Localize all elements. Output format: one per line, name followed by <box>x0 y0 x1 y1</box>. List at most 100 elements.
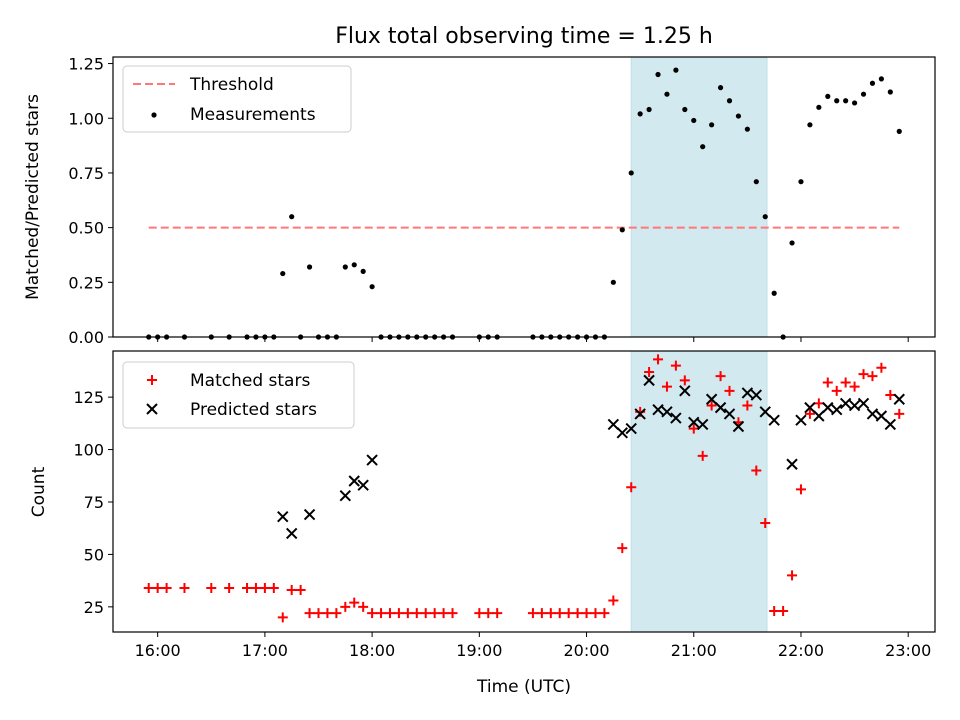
predicted-stars-point <box>714 401 727 414</box>
matched-stars-point <box>259 582 270 593</box>
x-tick-label: 20:00 <box>563 641 609 660</box>
matched-stars-point <box>527 608 538 619</box>
y-tick-label: 100 <box>73 441 104 460</box>
x-tick-label: 17:00 <box>242 641 288 660</box>
matched-stars-point <box>608 595 619 606</box>
matched-stars-point <box>751 465 762 476</box>
matched-stars-point <box>778 606 789 617</box>
x-tick-label: 16:00 <box>135 641 181 660</box>
matched-stars-point <box>295 585 306 596</box>
matched-stars-point <box>492 608 503 619</box>
matched-stars-point <box>322 608 333 619</box>
measurements-point <box>851 100 858 106</box>
matched-stars-point <box>545 608 556 619</box>
matched-stars-point <box>769 606 780 617</box>
predicted-stars-point <box>866 408 879 420</box>
matched-stars-point <box>447 608 458 619</box>
matched-stars-point <box>331 608 342 619</box>
measurements-point <box>673 67 679 73</box>
matched-stars-point <box>795 484 806 495</box>
top-x-ticks <box>157 337 909 342</box>
matched-stars-point <box>572 608 583 619</box>
legend-threshold-label: Threshold <box>189 75 274 95</box>
legend-matched-swatch <box>147 375 157 385</box>
measurements-point <box>289 214 295 220</box>
measurements-point <box>834 98 840 104</box>
measurements-point <box>816 104 822 110</box>
matched-stars-point <box>268 582 279 593</box>
top-highlight-span <box>630 56 768 338</box>
matched-stars-point <box>474 608 485 619</box>
matched-stars-point <box>670 360 681 371</box>
matched-stars-point <box>563 608 574 619</box>
bottom-panel: 25 50 75 100 125 16:00 17:00 18:00 19:00 20:00 21… <box>29 350 936 697</box>
predicted-stars-point <box>688 416 700 429</box>
matched-stars-point <box>286 585 297 596</box>
measurements-point <box>709 122 715 128</box>
y-tick-label: 75 <box>84 493 104 512</box>
matched-stars-point <box>724 385 735 396</box>
measurements-point <box>789 240 795 246</box>
measurements-point <box>798 179 804 185</box>
predicted-stars-point <box>822 401 834 414</box>
measurements-point <box>771 290 777 296</box>
x-tick-label: 21:00 <box>671 641 717 660</box>
y-tick-label: 50 <box>84 545 104 564</box>
matched-stars-point <box>313 608 324 619</box>
top-plot-frame <box>112 56 936 338</box>
measurements-point <box>610 279 616 285</box>
matched-stars-point <box>358 601 369 612</box>
matched-stars-point <box>179 582 190 593</box>
matched-stars-point <box>858 369 869 380</box>
y-tick-label: 0.50 <box>68 219 104 238</box>
predicted-stars-point <box>625 422 637 435</box>
y-tick-label: 0.00 <box>68 328 104 347</box>
matched-stars-point <box>250 582 261 593</box>
top-legend-frame <box>122 65 352 133</box>
measurements-point <box>878 76 884 82</box>
matched-stars-point <box>840 377 851 388</box>
measurements-point <box>869 80 876 86</box>
measurements-point <box>887 89 893 95</box>
matched-stars-point <box>679 375 690 386</box>
matched-stars-point <box>554 608 565 619</box>
matched-stars-point <box>376 608 387 619</box>
matched-stars-point <box>393 608 404 619</box>
matched-stars-point <box>661 381 672 392</box>
predicted-stars-point <box>670 412 682 424</box>
matched-stars-point <box>429 608 440 619</box>
top-y-ticks: 0.00 0.25 0.50 0.75 1.00 1.25 <box>68 55 113 347</box>
predicted-stars-point <box>768 414 780 426</box>
matched-stars-point <box>206 582 217 593</box>
matched-stars-point <box>831 385 842 396</box>
matched-stars-point <box>277 612 288 623</box>
predicted-stars-point <box>705 393 718 405</box>
matched-stars-point <box>242 582 253 593</box>
predicted-stars-point <box>813 410 825 422</box>
bottom-x-ticks: 16:00 17:00 18:00 19:00 20:00 21:00 22:00 23:00 <box>135 632 931 660</box>
measurements-point <box>306 264 313 270</box>
matched-stars-point <box>804 408 815 419</box>
bottom-legend-frame <box>122 361 355 429</box>
predicted-stars-point <box>339 489 352 502</box>
matched-stars-point <box>536 608 547 619</box>
legend-measurements-swatch <box>151 112 157 118</box>
legend-predicted-swatch <box>146 403 158 415</box>
matched-stars-point <box>349 597 360 608</box>
matched-stars-point <box>402 608 413 619</box>
matched-stars-point <box>384 608 395 619</box>
legend-measurements-label: Measurements <box>190 105 316 125</box>
bottom-plot-frame <box>112 350 936 633</box>
measurements-point <box>762 214 768 220</box>
measurements-point <box>726 98 733 104</box>
measurements-point <box>342 264 348 270</box>
predicted-stars-point <box>634 408 646 420</box>
measurements-point <box>646 106 652 113</box>
measurements-point <box>860 91 867 97</box>
matched-stars-point <box>742 400 753 411</box>
predicted-stars-point <box>285 527 298 540</box>
measurements-point <box>825 93 831 99</box>
matched-stars-point <box>438 608 449 619</box>
matched-stars-point <box>304 608 315 619</box>
